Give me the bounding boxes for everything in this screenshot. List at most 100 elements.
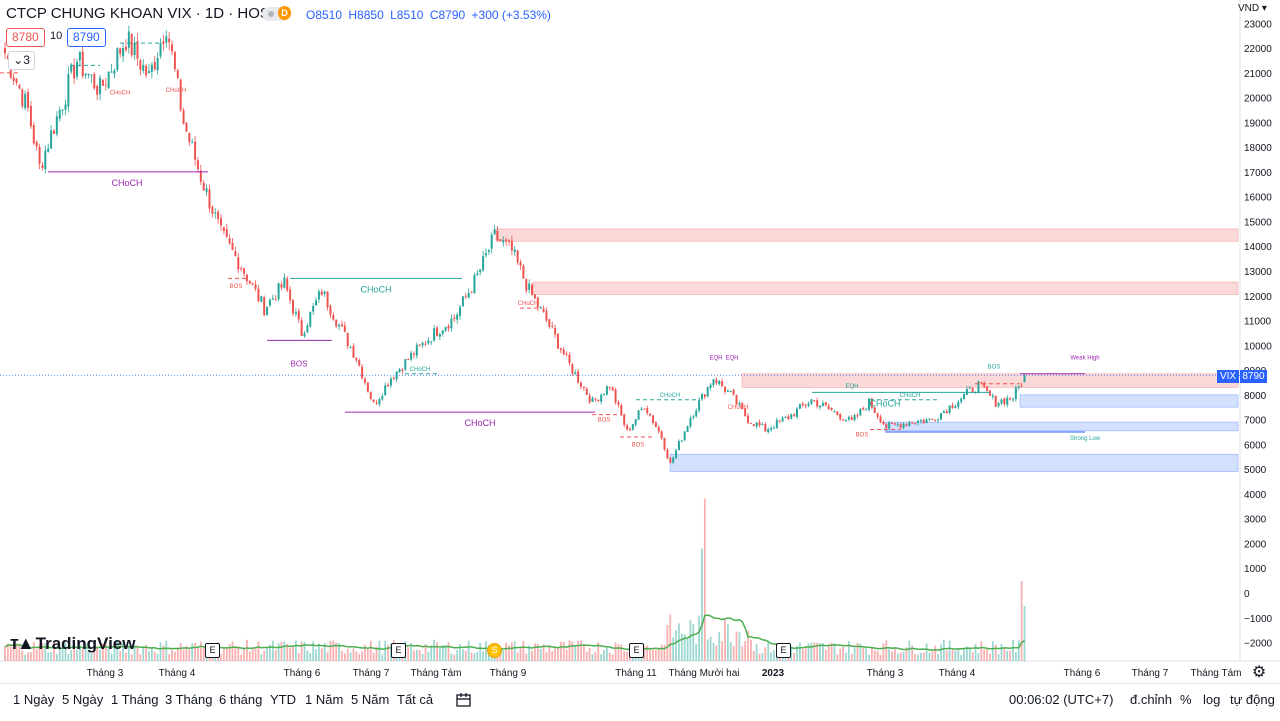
price-chart[interactable]: CHoCHCHoCHCHoCHCHoCHCHoCHCHoCHCHoCHCHoCH… bbox=[0, 0, 1280, 683]
volume-bar bbox=[185, 645, 188, 661]
volume-bar bbox=[148, 650, 150, 661]
candle-body bbox=[608, 387, 611, 389]
volume-bar bbox=[110, 653, 113, 661]
candle-body bbox=[245, 274, 248, 282]
price-tick-label: 8000 bbox=[1244, 391, 1267, 402]
range-1d[interactable]: 1 Ngày bbox=[13, 692, 55, 707]
percent-toggle[interactable]: % bbox=[1180, 692, 1192, 707]
volume-bar bbox=[271, 640, 274, 661]
volume-bar bbox=[957, 648, 960, 661]
candle-body bbox=[755, 422, 758, 427]
earnings-event-icon[interactable]: E bbox=[205, 643, 220, 658]
volume-bar bbox=[436, 642, 438, 661]
candle-body bbox=[1023, 375, 1026, 383]
range-1m[interactable]: 1 Tháng bbox=[111, 692, 159, 707]
volume-bar bbox=[934, 645, 937, 661]
range-all[interactable]: Tất cả bbox=[397, 692, 434, 707]
log-toggle[interactable]: log bbox=[1203, 692, 1221, 707]
volume-bar bbox=[346, 648, 349, 661]
volume-bar bbox=[591, 654, 594, 661]
candle-body bbox=[620, 405, 623, 416]
volume-bar bbox=[1020, 581, 1023, 661]
quantity-value[interactable]: 10 bbox=[50, 30, 63, 42]
earnings-event-icon[interactable]: E bbox=[391, 643, 406, 658]
volume-bar bbox=[991, 641, 994, 661]
volume-bar bbox=[539, 648, 542, 661]
time-tick-label: Tháng Tám bbox=[1191, 668, 1242, 679]
candle-body bbox=[945, 411, 948, 414]
candle-body bbox=[104, 84, 107, 86]
candle-body bbox=[844, 419, 847, 421]
ohlc-open: O8510 bbox=[306, 8, 343, 22]
volume-bar bbox=[824, 649, 827, 661]
candle-body bbox=[441, 330, 444, 334]
candle-body bbox=[381, 396, 384, 400]
volume-bar bbox=[81, 648, 84, 661]
candle-body bbox=[277, 283, 280, 300]
ohlc-high: H8850 bbox=[348, 8, 384, 22]
currency-selector[interactable]: VND ▾ bbox=[1238, 3, 1267, 14]
collapse-toggle[interactable]: ⌄3 bbox=[8, 51, 35, 70]
range-1y[interactable]: 1 Năm bbox=[305, 692, 344, 707]
range-3m[interactable]: 3 Tháng bbox=[165, 692, 213, 707]
volume-bars bbox=[4, 498, 1026, 661]
candle-body bbox=[533, 294, 536, 299]
candle-body bbox=[387, 384, 390, 387]
volume-bar bbox=[620, 644, 623, 661]
earnings-event-icon[interactable]: E bbox=[629, 643, 644, 658]
volume-bar bbox=[410, 643, 412, 661]
adjust-toggle[interactable]: đ.chỉnh bbox=[1130, 692, 1172, 707]
candle-body bbox=[361, 366, 364, 379]
candle-body bbox=[248, 280, 251, 284]
candle-body bbox=[470, 291, 473, 293]
candle-body bbox=[666, 449, 669, 459]
volume-bar bbox=[830, 642, 833, 661]
buy-price-button[interactable]: 8790 bbox=[67, 28, 106, 47]
candle-body bbox=[436, 327, 438, 336]
price-tick-label: 7000 bbox=[1244, 416, 1267, 427]
volume-bar bbox=[243, 648, 245, 661]
candle-body bbox=[735, 395, 738, 405]
candle-body bbox=[107, 71, 110, 88]
candle-body bbox=[994, 395, 997, 407]
candle-body bbox=[404, 359, 407, 370]
candle-body bbox=[798, 404, 801, 409]
price-tick-label: 3000 bbox=[1244, 515, 1267, 526]
date-range-icon[interactable] bbox=[456, 693, 472, 710]
volume-bar bbox=[706, 639, 709, 661]
volume-bar bbox=[467, 640, 470, 661]
volume-bar bbox=[136, 645, 139, 661]
volume-bar bbox=[922, 652, 925, 661]
volume-bar bbox=[502, 650, 505, 661]
volume-bar bbox=[646, 645, 649, 661]
candle-body bbox=[677, 441, 680, 451]
gear-icon[interactable]: ⚙ bbox=[1251, 664, 1267, 681]
auto-toggle[interactable]: tự động bbox=[1230, 692, 1275, 707]
volume-bar bbox=[197, 647, 199, 661]
candle-body bbox=[297, 311, 300, 320]
range-6m[interactable]: 6 tháng bbox=[219, 692, 263, 707]
candle-body bbox=[122, 48, 125, 57]
volume-bar bbox=[868, 654, 870, 661]
candle-body bbox=[35, 142, 38, 147]
volume-bar bbox=[309, 653, 312, 661]
candle-body bbox=[473, 274, 476, 294]
candle-body bbox=[130, 34, 133, 56]
candle-body bbox=[263, 297, 266, 316]
candle-body bbox=[816, 400, 819, 407]
range-5d[interactable]: 5 Ngày bbox=[62, 692, 104, 707]
earnings-event-icon[interactable]: E bbox=[776, 643, 791, 658]
currency-label: VND bbox=[1238, 3, 1260, 14]
volume-bar bbox=[150, 647, 153, 661]
clock-readout[interactable]: 00:06:02 (UTC+7) bbox=[1009, 692, 1114, 707]
volume-bar bbox=[470, 652, 473, 661]
candle-body bbox=[793, 414, 796, 417]
candle-body bbox=[1003, 398, 1006, 405]
split-event-icon[interactable]: S bbox=[487, 643, 502, 658]
volume-bar bbox=[116, 640, 119, 661]
candle-body bbox=[908, 422, 911, 426]
range-ytd[interactable]: YTD bbox=[270, 692, 296, 707]
range-5y[interactable]: 5 Năm bbox=[351, 692, 390, 707]
sell-price-button[interactable]: 8780 bbox=[6, 28, 45, 47]
candle-body bbox=[153, 62, 156, 70]
